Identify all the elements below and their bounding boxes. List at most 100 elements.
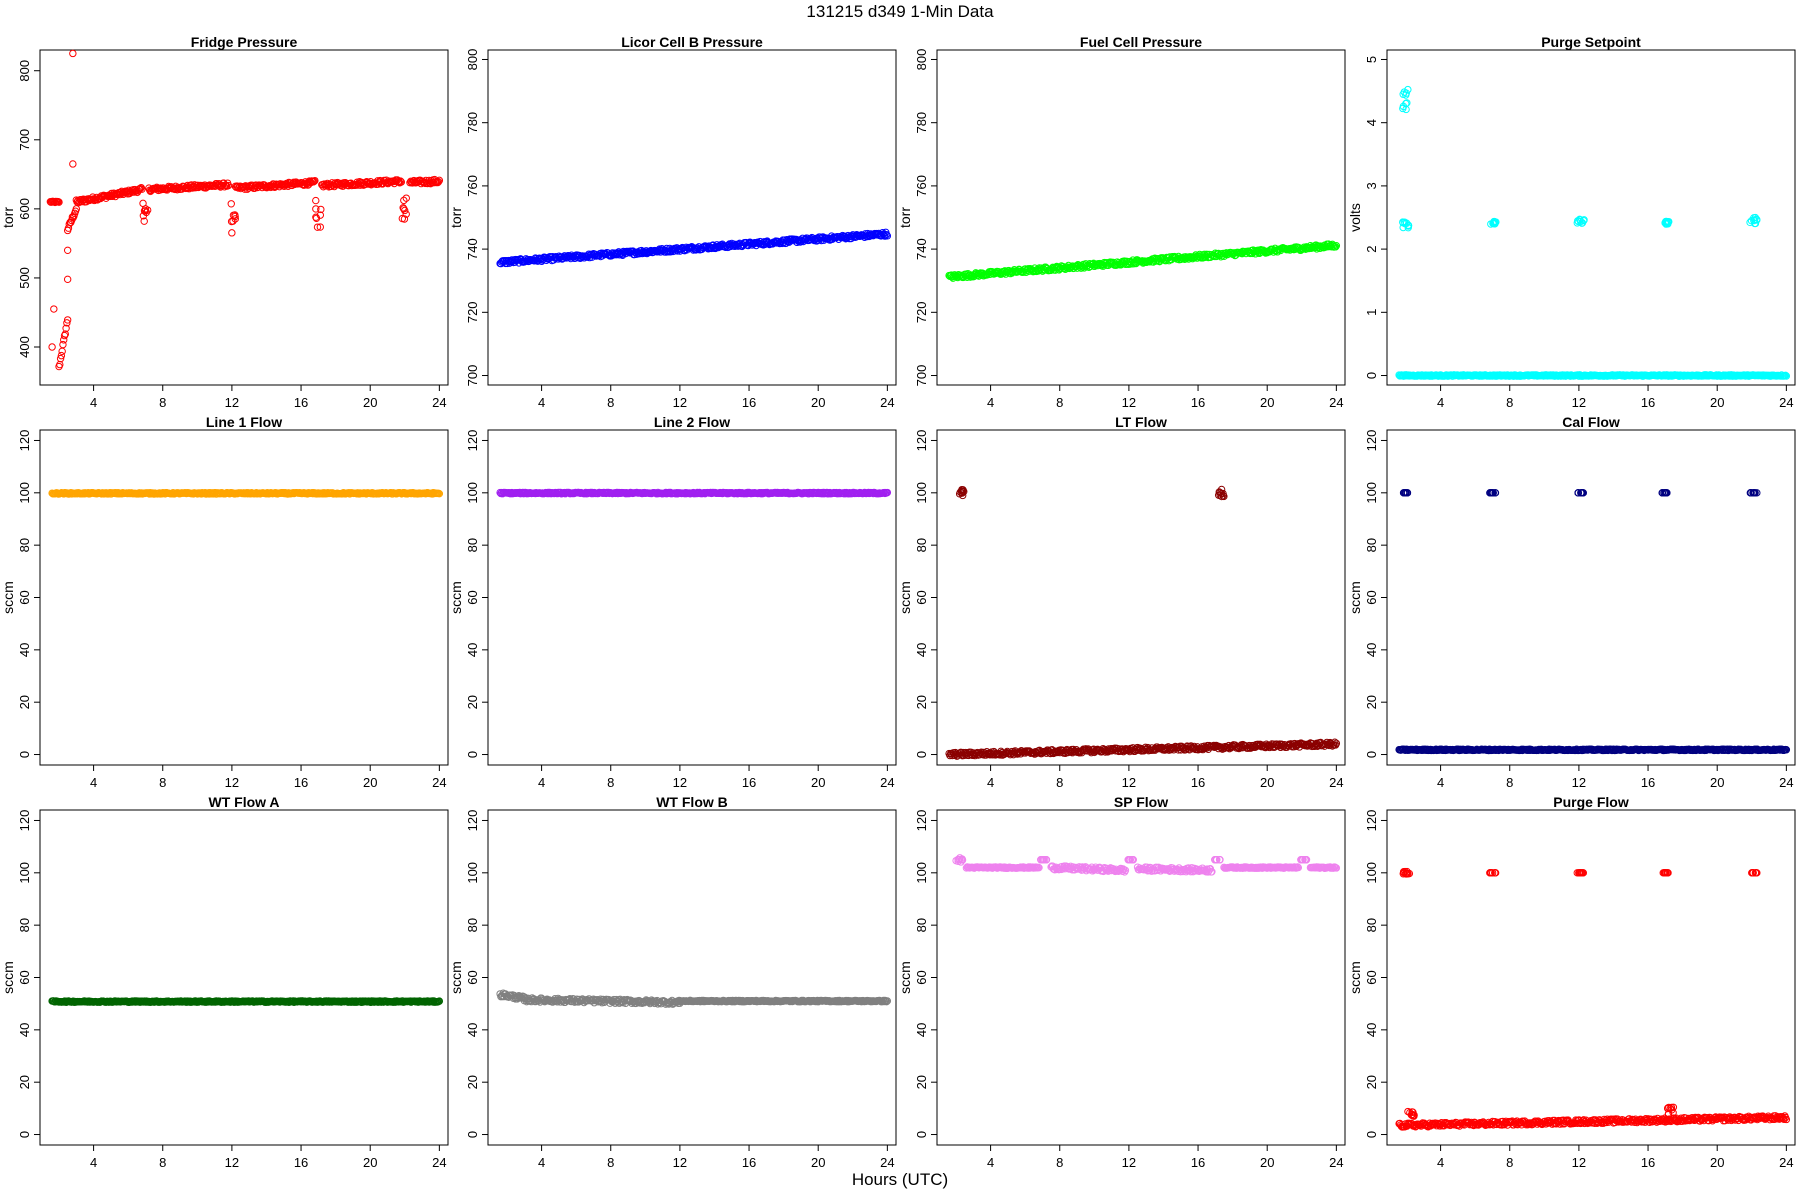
panel-title: Licor Cell B Pressure <box>621 34 763 50</box>
data-point <box>69 160 77 168</box>
y-tick-label: 0 <box>1364 372 1379 379</box>
data-point <box>401 206 409 215</box>
x-tick-label: 12 <box>1122 395 1136 410</box>
data-series <box>945 485 1341 760</box>
data-point <box>397 178 406 186</box>
data-point <box>63 246 72 255</box>
y-tick-label: 740 <box>465 238 480 260</box>
data-point <box>228 229 236 237</box>
y-tick-label: 700 <box>914 365 929 387</box>
x-tick-label: 24 <box>432 1155 446 1170</box>
y-tick-label: 5 <box>1364 56 1379 63</box>
x-tick-label: 4 <box>90 775 97 790</box>
x-tick-label: 24 <box>1329 395 1343 410</box>
x-tick-label: 8 <box>159 1155 166 1170</box>
panel-title: Purge Setpoint <box>1541 34 1641 50</box>
panel-title: Fuel Cell Pressure <box>1080 34 1202 50</box>
x-tick-label: 4 <box>538 775 545 790</box>
data-point <box>435 176 444 185</box>
y-axis-label: sccm <box>0 581 16 614</box>
x-tick-label: 8 <box>607 1155 614 1170</box>
x-tick-label: 24 <box>432 775 446 790</box>
y-tick-label: 100 <box>465 862 480 884</box>
data-series <box>496 989 892 1008</box>
data-point <box>883 232 892 240</box>
data-point <box>402 194 411 202</box>
data-point <box>227 200 235 208</box>
data-point <box>138 185 146 193</box>
data-point <box>310 177 318 186</box>
y-tick-label: 500 <box>17 267 32 289</box>
x-tick-label: 4 <box>1437 395 1444 410</box>
data-series <box>46 49 444 371</box>
data-point <box>316 223 324 231</box>
data-point <box>50 305 58 313</box>
x-tick-label: 20 <box>811 775 825 790</box>
data-series <box>1395 85 1791 380</box>
x-tick-label: 12 <box>225 395 239 410</box>
y-tick-label: 20 <box>465 1075 480 1089</box>
data-point <box>57 351 66 360</box>
plot-frame <box>39 429 449 766</box>
plot-frame <box>39 809 449 1146</box>
y-tick-label: 760 <box>465 175 480 197</box>
y-tick-label: 80 <box>914 538 929 552</box>
x-tick-label: 24 <box>880 395 894 410</box>
panel-title: Line 1 Flow <box>206 414 282 430</box>
data-series <box>48 997 444 1006</box>
data-series <box>496 488 892 498</box>
data-point <box>552 253 560 261</box>
x-tick-label: 20 <box>363 395 377 410</box>
data-point <box>434 178 443 186</box>
x-tick-label: 8 <box>159 775 166 790</box>
y-axis-label: sccm <box>0 961 16 994</box>
x-tick-label: 20 <box>363 1155 377 1170</box>
y-tick-label: 4 <box>1364 119 1379 126</box>
data-point <box>63 319 71 327</box>
data-point <box>172 184 181 193</box>
y-tick-label: 40 <box>17 643 32 657</box>
x-tick-label: 16 <box>1191 775 1205 790</box>
y-axis-label: sccm <box>448 961 464 994</box>
y-tick-label: 20 <box>17 695 32 709</box>
x-tick-label: 16 <box>742 775 756 790</box>
panel-title: WT Flow A <box>208 794 279 810</box>
data-point <box>72 205 81 213</box>
data-point <box>269 180 277 188</box>
x-tick-label: 20 <box>1260 395 1274 410</box>
data-point <box>426 179 435 188</box>
x-tick-label: 4 <box>987 395 994 410</box>
data-point <box>231 212 239 221</box>
y-tick-label: 60 <box>17 590 32 604</box>
y-tick-label: 80 <box>17 538 32 552</box>
y-tick-label: 0 <box>465 751 480 758</box>
y-tick-label: 120 <box>17 430 32 452</box>
data-point <box>140 217 148 225</box>
data-series <box>48 488 444 498</box>
y-tick-label: 120 <box>17 810 32 832</box>
y-tick-label: 800 <box>17 60 32 82</box>
data-point <box>224 181 233 190</box>
data-point <box>434 178 442 187</box>
y-tick-label: 0 <box>914 751 929 758</box>
y-tick-label: 20 <box>17 1075 32 1089</box>
data-series <box>945 240 1341 282</box>
data-series <box>1395 489 1791 755</box>
x-tick-label: 12 <box>1122 775 1136 790</box>
y-tick-label: 120 <box>465 430 480 452</box>
y-tick-label: 20 <box>1364 695 1379 709</box>
data-point <box>55 198 63 206</box>
panel-fuel-cell-pressure: Fuel Cell Pressuretorr700720740760780800… <box>897 34 1346 410</box>
panel-title: Fridge Pressure <box>191 34 298 50</box>
x-tick-label: 8 <box>159 395 166 410</box>
panel-licor-cell-b-pressure: Licor Cell B Pressuretorr700720740760780… <box>448 34 897 410</box>
panel-title: Line 2 Flow <box>654 414 730 430</box>
data-point <box>68 213 77 221</box>
y-tick-label: 2 <box>1364 245 1379 252</box>
data-point <box>58 347 66 356</box>
y-axis-label: volts <box>1347 203 1363 232</box>
data-point <box>312 205 320 213</box>
x-tick-label: 24 <box>1779 395 1793 410</box>
